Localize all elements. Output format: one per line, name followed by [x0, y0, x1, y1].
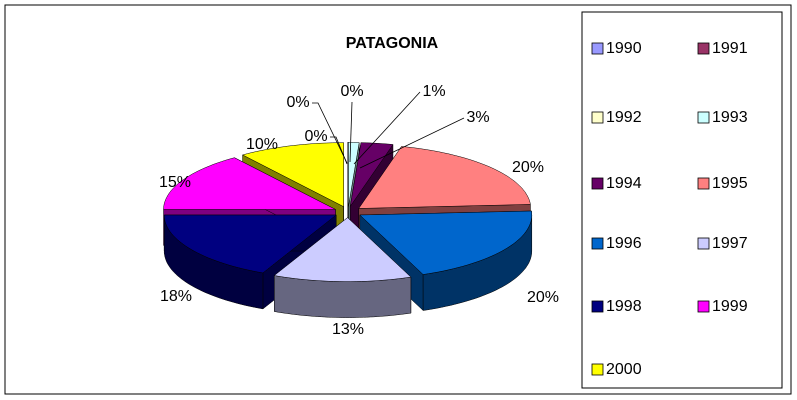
slice	[358, 146, 531, 209]
data-label: 3%	[466, 109, 489, 126]
legend-swatch	[591, 111, 604, 124]
slice	[241, 142, 344, 208]
legend-swatch	[697, 237, 710, 250]
slice	[163, 157, 336, 210]
data-label: 18%	[160, 288, 192, 305]
leader-line	[349, 101, 353, 163]
legend-swatch	[591, 363, 604, 376]
data-label: 0%	[304, 128, 327, 145]
legend-label: 2000	[606, 361, 642, 378]
data-label: 0%	[286, 94, 309, 111]
slice	[349, 142, 394, 207]
leader-line	[330, 136, 348, 165]
legend-swatch	[591, 42, 604, 55]
slice-wall	[274, 275, 412, 318]
data-label: 0%	[340, 83, 363, 100]
data-label: 10%	[246, 136, 278, 153]
legend-label: 1998	[606, 298, 642, 315]
legend-swatch	[697, 42, 710, 55]
data-label: 20%	[527, 289, 559, 306]
chart-title: PATAGONIA	[346, 35, 439, 52]
slice	[359, 210, 533, 275]
slice	[163, 214, 337, 274]
leader-line	[353, 91, 421, 165]
legend-label: 1990	[606, 40, 642, 57]
legend-label: 1997	[712, 235, 748, 252]
legend-label: 1996	[606, 235, 642, 252]
leader-line	[312, 102, 348, 164]
legend-label: 1991	[712, 40, 748, 57]
legend-swatch	[591, 300, 604, 313]
data-label: 20%	[512, 159, 544, 176]
leader-line	[359, 117, 465, 169]
legend-label: 1994	[606, 175, 642, 192]
legend-swatch	[697, 300, 710, 313]
data-label: 15%	[159, 174, 191, 191]
slice	[348, 142, 360, 207]
slice	[273, 217, 412, 282]
legend-swatch	[591, 177, 604, 190]
legend-label: 1993	[712, 109, 748, 126]
legend-label: 1992	[606, 109, 642, 126]
legend-swatch	[591, 237, 604, 250]
data-label: 1%	[422, 83, 445, 100]
legend-swatch	[697, 111, 710, 124]
legend-label: 1999	[712, 298, 748, 315]
legend-swatch	[697, 177, 710, 190]
legend-frame	[581, 11, 783, 389]
legend-label: 1995	[712, 175, 748, 192]
data-label: 13%	[332, 321, 364, 338]
